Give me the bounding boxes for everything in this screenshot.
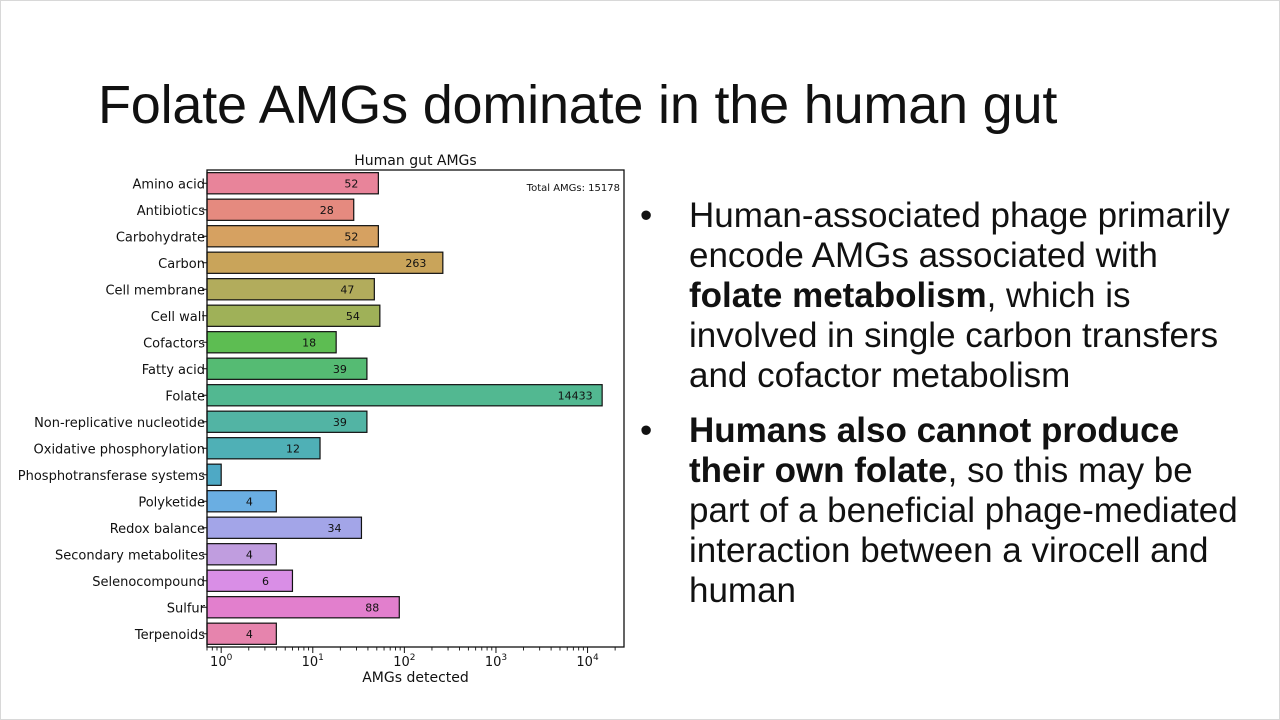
y-tick-label: Cell membrane [105,283,205,298]
bar-selenocompound [206,569,294,592]
bar-value-label: 39 [333,363,347,376]
y-tick-label: Phosphotransferase systems [18,469,205,484]
amg-bar-chart: Human gut AMGs 52 Amino acid 28 Antibiotics 5… [18,153,625,686]
slide-title: Folate AMGs dominate in the human gut [98,75,1058,135]
y-tick-label: Secondary metabolites [55,548,205,563]
y-tick-label: Carbohydrate [116,230,205,245]
bullet-bold-text: Humans also cannot produce their own fol… [689,411,1180,490]
bar-oxidative-phosphorylation [206,437,321,460]
bar-value-label: 18 [302,336,316,349]
bar-value-label: 52 [344,230,358,243]
x-axis-label: AMGs detected [362,670,469,686]
x-tick-label: 103 [485,653,507,670]
bar-value-label: 4 [246,548,253,561]
bar-value-label: 52 [344,177,358,190]
chart-title: Human gut AMGs [354,153,476,169]
bar-value-label: 12 [286,442,300,455]
bar-value-label: 88 [365,601,379,614]
bar-value-label: 14433 [558,389,593,402]
y-tick-label: Sulfur [167,601,206,616]
x-tick-label: 101 [302,653,324,670]
bar-value-label: 6 [262,575,269,588]
bullet-item: • Humans also cannot produce their own fo… [640,411,1260,611]
bar-terpenoids [206,622,277,645]
y-tick-label: Redox balance [110,522,205,537]
bar-value-label: 28 [320,204,334,217]
bar-value-label: 263 [405,257,426,270]
bar-cofactors [206,331,337,354]
bullet-list: • Human-associated phage primarily encode… [640,196,1260,626]
y-tick-label: Antibiotics [137,204,206,219]
bullet-dot-icon: • [640,196,653,235]
y-tick-label: Cell wall [151,310,205,325]
bar-polyketide [206,490,277,513]
x-tick-label: 100 [210,653,233,670]
bullet-item: • Human-associated phage primarily encode… [640,196,1260,396]
total-amgs-annotation: Total AMGs: 15178 [526,183,620,194]
bar-value-label: 39 [333,416,347,429]
y-tick-label: Oxidative phosphorylation [34,442,205,457]
y-tick-label: Polyketide [138,495,205,510]
bar-value-label: 54 [346,310,360,323]
y-tick-label: Selenocompound [92,575,205,590]
bar-phosphotransferase-systems [206,463,222,486]
x-tick-label: 102 [393,653,415,670]
bullet-bold-text: folate metabolism [689,276,987,315]
bar-value-label: 47 [340,283,354,296]
bullet-text: , so this may be part of a beneficial ph… [689,451,1238,610]
bar-folate [206,384,603,407]
y-tick-label: Cofactors [143,336,205,351]
y-tick-label: Amino acid [133,177,205,192]
bar-value-label: 4 [246,495,253,508]
plot-frame [206,169,625,648]
y-tick-label: Non-replicative nucleotide [34,416,205,431]
bar-value-label: 34 [327,522,341,535]
y-tick-label: Fatty acid [142,363,205,378]
x-tick-label: 104 [576,653,599,670]
bullet-dot-icon: • [640,411,653,450]
bullet-text: , which is involved in single carbon tra… [689,276,1219,395]
bullet-text: Human-associated phage primarily encode … [689,196,1230,275]
y-tick-label: Terpenoids [134,628,205,643]
bar-secondary-metabolites [206,543,277,566]
y-tick-label: Carbon [158,257,205,272]
y-tick-label: Folate [165,389,205,404]
bar-value-label: 4 [246,628,253,641]
